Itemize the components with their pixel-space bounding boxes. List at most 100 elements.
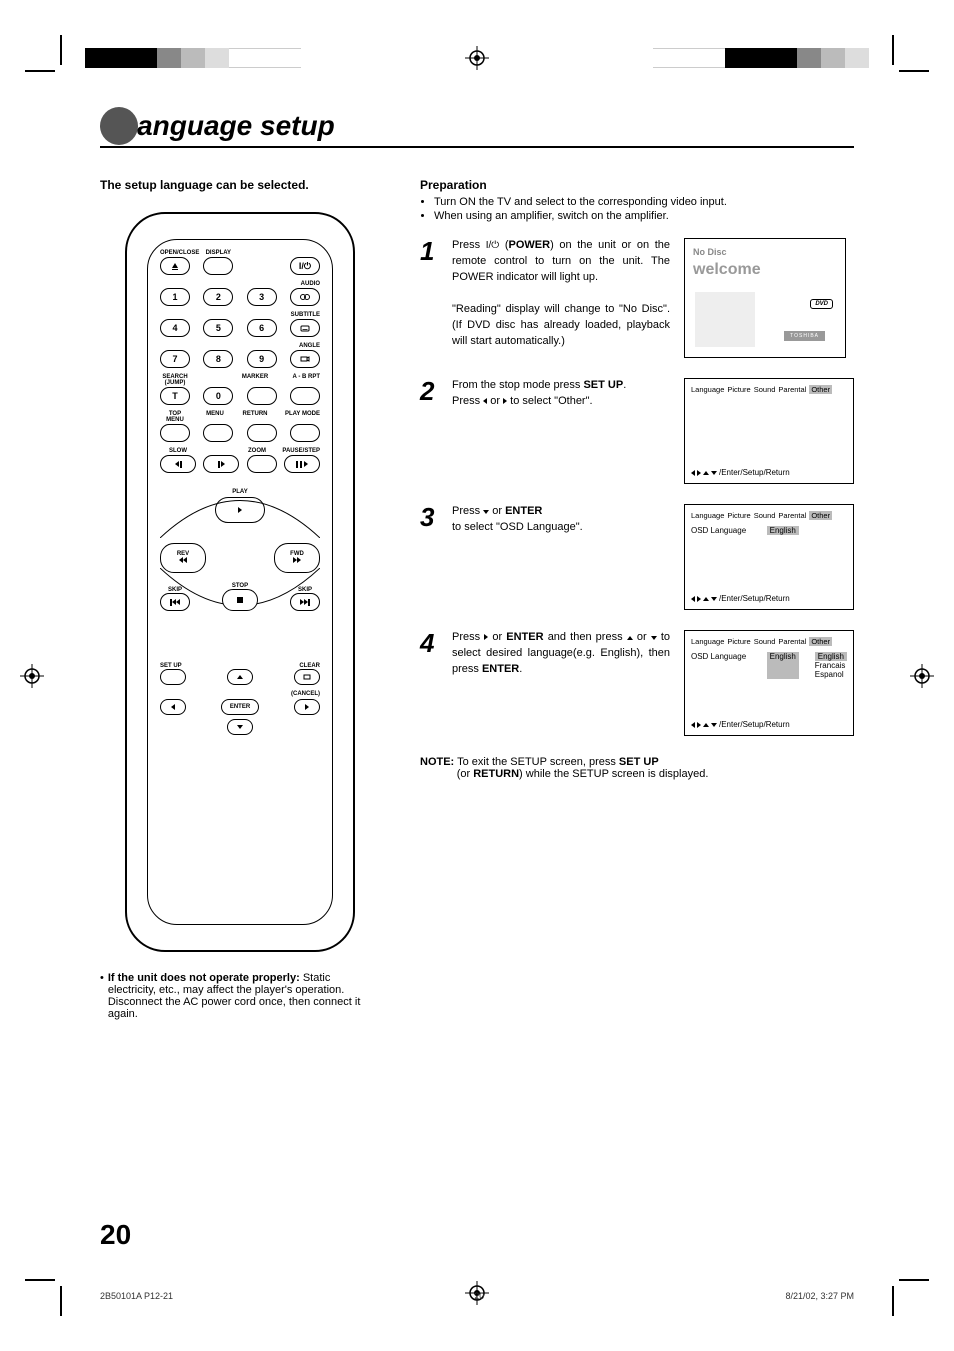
page-number: 20 [100, 1219, 131, 1251]
btn-nav-down [227, 719, 253, 735]
btn-8: 8 [203, 350, 233, 368]
btn-nav-right [294, 699, 320, 715]
btn-1: 1 [160, 288, 190, 306]
label-jump: (JUMP) [165, 380, 186, 386]
btn-marker [247, 387, 277, 405]
registration-mark-right [910, 664, 934, 688]
label-zoom: ZOOM [242, 448, 272, 454]
btn-search: T [160, 387, 190, 405]
btn-fwd: FWD [274, 543, 320, 573]
play-cluster: PLAY REV FWD SKIP [160, 483, 320, 653]
btn-2: 2 [203, 288, 233, 306]
btn-stop [222, 589, 258, 611]
step-3: 3 Press or ENTER to select "OSD Language… [420, 504, 854, 610]
btn-7: 7 [160, 350, 190, 368]
menu-screen-3: Language Picture Sound Parental Other OS… [684, 504, 854, 610]
remote-control-diagram: OPEN/CLOSE DISPLAY I/⏻ AUDIO 1 2 3 [125, 212, 355, 952]
exit-note: NOTE: To exit the SETUP screen, press SE… [420, 756, 854, 780]
brand-badge: TOSHIBA [784, 331, 825, 341]
btn-rev: REV [160, 543, 206, 573]
btn-pausestep [284, 455, 320, 473]
step-1: 1 Press I/⏻ (POWER) on the unit or on th… [420, 238, 854, 358]
menu-screen-4: Language Picture Sound Parental Other OS… [684, 630, 854, 736]
btn-slow-rev [160, 455, 196, 473]
unit-note: • If the unit does not operate properly:… [100, 972, 380, 1020]
footer-info: 2B50101A P12-21 20 8/21/02, 3:27 PM [100, 1291, 854, 1301]
step-number: 3 [420, 504, 442, 610]
btn-4: 4 [160, 319, 190, 337]
label-angle: ANGLE [280, 343, 320, 349]
btn-3: 3 [247, 288, 277, 306]
label-skip-next: SKIP [290, 587, 320, 593]
footer-date: 8/21/02, 3:27 PM [785, 1291, 854, 1301]
prep-item: Turn ON the TV and select to the corresp… [434, 196, 854, 208]
btn-return [247, 424, 277, 442]
btn-5: 5 [203, 319, 233, 337]
btn-abrpt [290, 387, 320, 405]
btn-display [203, 257, 233, 275]
title-underline [100, 146, 854, 148]
label-subtitle: SUBTITLE [280, 312, 320, 318]
label-topmenu: TOP MENU [160, 411, 190, 423]
menu-screen-2: Language Picture Sound Parental Other /E… [684, 378, 854, 484]
btn-nav-up [227, 669, 253, 685]
step-4: 4 Press or ENTER and then press or to se… [420, 630, 854, 736]
nodisc-text: No Disc [693, 247, 837, 257]
registration-mark-left [20, 664, 44, 688]
title-bullet-icon [100, 107, 138, 145]
btn-skip-prev [160, 593, 190, 611]
btn-6: 6 [247, 319, 277, 337]
label-cancel: (CANCEL) [160, 691, 320, 697]
btn-slow-fwd [203, 455, 239, 473]
preparation-list: Turn ON the TV and select to the corresp… [434, 196, 854, 222]
btn-zoom [247, 455, 277, 473]
label-openclose: OPEN/CLOSE [160, 250, 190, 256]
step-2: 2 From the stop mode press SET UP. Press… [420, 378, 854, 484]
btn-playmode [290, 424, 320, 442]
page-title-wrap: Language setup [100, 110, 854, 148]
step-number: 1 [420, 238, 442, 358]
btn-topmenu [160, 424, 190, 442]
label-play: PLAY [215, 489, 265, 495]
welcome-text: welcome [693, 261, 837, 279]
setup-cluster: SET UPCLEAR (CANCEL) ENTER [160, 663, 320, 735]
btn-play [215, 497, 265, 523]
btn-angle [290, 350, 320, 368]
btn-skip-next [290, 593, 320, 611]
label-audio: AUDIO [280, 281, 320, 287]
btn-setup [160, 669, 186, 685]
footer-page: 20 [474, 1291, 484, 1301]
btn-audio [290, 288, 320, 306]
preparation-heading: Preparation [420, 178, 854, 192]
registration-bar-right [653, 48, 869, 68]
btn-0: 0 [203, 387, 233, 405]
btn-nav-left [160, 699, 186, 715]
btn-clear [294, 669, 320, 685]
btn-menu [203, 424, 233, 442]
btn-openclose [160, 257, 190, 275]
label-abrpt: A - B RPT [280, 374, 320, 386]
label-pausestep: PAUSE/STEP [280, 448, 320, 454]
label-playmode: PLAY MODE [280, 411, 320, 423]
setup-subtitle: The setup language can be selected. [100, 178, 380, 192]
label-marker: MARKER [240, 374, 270, 386]
label-skip-prev: SKIP [160, 587, 190, 593]
label-slow: SLOW [160, 448, 196, 454]
welcome-screen: No Disc welcome DVD TOSHIBA [684, 238, 846, 358]
label-return: RETURN [240, 411, 270, 423]
btn-enter: ENTER [221, 699, 259, 715]
label-stop: STOP [222, 583, 258, 589]
registration-bar-left [85, 48, 301, 68]
unit-note-heading: If the unit does not operate properly: [108, 972, 300, 984]
page-title: Language setup [100, 110, 854, 142]
label-menu: MENU [200, 411, 230, 423]
btn-subtitle [290, 319, 320, 337]
registration-mark-top [465, 46, 489, 70]
prep-item: When using an amplifier, switch on the a… [434, 210, 854, 222]
footer-doc: 2B50101A P12-21 [100, 1291, 173, 1301]
label-display: DISPLAY [203, 250, 233, 256]
btn-9: 9 [247, 350, 277, 368]
step-number: 2 [420, 378, 442, 484]
step-number: 4 [420, 630, 442, 736]
btn-power: I/⏻ [290, 257, 320, 275]
